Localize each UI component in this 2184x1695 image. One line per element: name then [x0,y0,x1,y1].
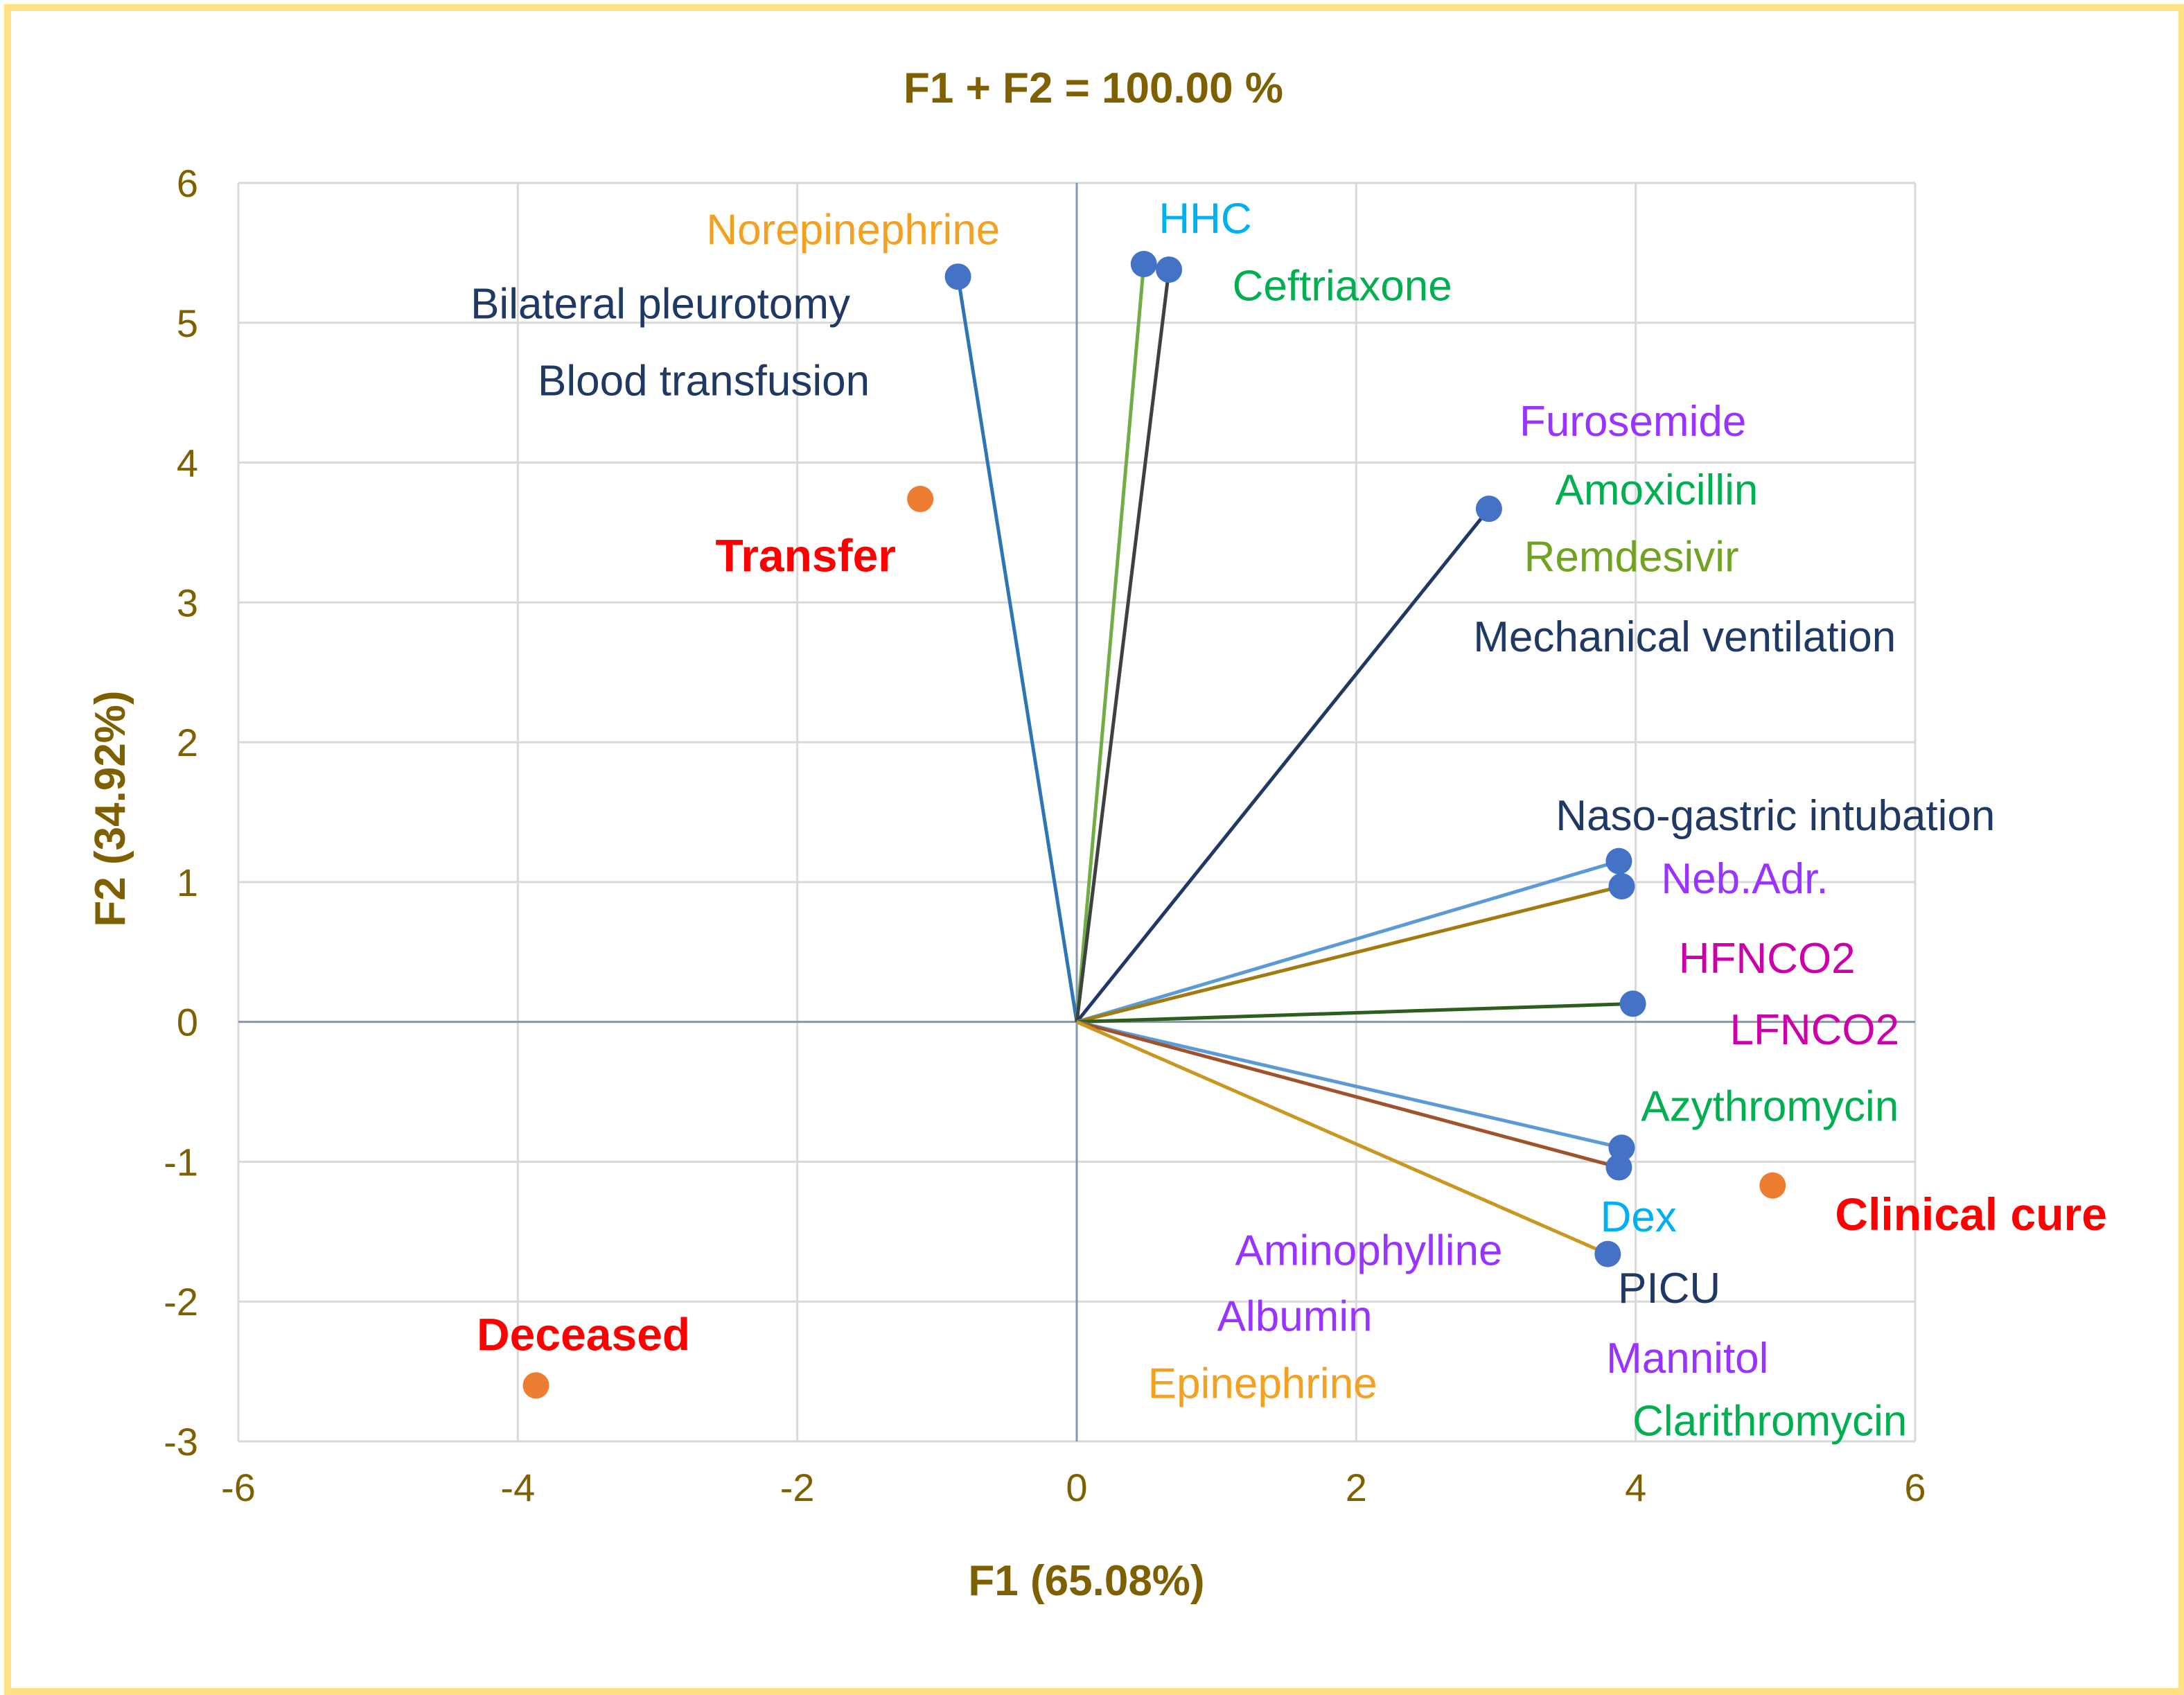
x-tick-label: 4 [1625,1466,1646,1509]
y-tick-label: 0 [177,1001,198,1044]
observation-labels: Transfer Clinical cure Deceased [477,530,2107,1360]
variable-point [1605,1154,1632,1181]
variable-vector [1076,859,1620,1024]
x-tick-label: 2 [1346,1466,1367,1509]
observation-label: Transfer [716,530,896,581]
variable-vector [956,276,1079,1023]
variable-label: PICU [1618,1265,1720,1312]
variable-vectors [956,263,1633,1256]
x-tick-label: -6 [221,1466,256,1509]
x-axis-label: F1 (65.08%) [968,1557,1204,1605]
observation-point [522,1372,549,1399]
variable-vector [1076,1001,1633,1024]
y-tick-label: -1 [164,1140,198,1184]
variable-label: HFNCO2 [1679,935,1856,983]
observation-label: Deceased [477,1309,690,1360]
variable-label: Blood transfusion [538,358,870,405]
variable-vector [1076,1020,1623,1150]
variable-vector [1076,1020,1620,1169]
variable-point [1594,1240,1621,1267]
chart-frame [4,4,2184,1695]
x-tick-label: 6 [1904,1466,1926,1509]
variable-label: Amoxicillin [1555,466,1758,514]
variable-label: Dex [1601,1193,1677,1241]
observation-point [907,486,934,513]
variable-label: Neb.Adr. [1661,855,1828,903]
variable-point [1608,872,1635,899]
variable-vector [1076,884,1623,1024]
variable-label: Norepinephrine [706,207,1000,254]
variable-label: Furosemide [1520,398,1746,446]
variable-point [1619,990,1646,1017]
variable-label: Naso-gastric intubation [1556,792,1995,840]
variable-label: Remdesivir [1524,534,1739,581]
y-tick-label: 1 [177,861,198,904]
variable-label: Clarithromycin [1632,1398,1907,1446]
observation-points [522,486,1786,1399]
variable-vector [1075,507,1490,1024]
x-tick-label: -4 [500,1466,535,1509]
variable-label: LFNCO2 [1729,1006,1899,1054]
variable-label: HHC [1159,195,1251,243]
y-tick-labels: -3 -2 -1 0 1 2 3 4 5 6 [164,161,198,1464]
variable-vector [1075,1020,1609,1256]
y-tick-label: -2 [164,1280,198,1324]
variable-label: Mannitol [1606,1335,1768,1382]
variable-label: Mechanical ventilation [1473,613,1896,661]
variable-label: Bilateral pleurotomy [470,281,850,328]
x-tick-labels: -6 -4 -2 0 2 4 6 [221,1466,1926,1509]
variable-labels: Norepinephrine Bilateral pleurotomy Blood … [470,195,1995,1445]
y-tick-label: 2 [177,721,198,764]
observation-label: Clinical cure [1835,1188,2107,1240]
variable-label: Epinephrine [1148,1360,1377,1407]
y-tick-label: -3 [164,1420,198,1464]
y-tick-label: 3 [177,581,198,624]
observation-point [1759,1172,1786,1199]
x-tick-label: 0 [1066,1466,1087,1509]
variable-label: Albumin [1217,1292,1373,1340]
variable-vector [1075,263,1146,1022]
variable-point [1475,495,1502,522]
variable-point [1605,847,1632,875]
variable-label: Ceftriaxone [1233,262,1452,310]
y-axis-label: F2 (34.92%) [87,690,134,926]
variable-label: Azythromycin [1641,1083,1899,1131]
variable-vector [1075,269,1171,1022]
x-tick-label: -2 [780,1466,815,1509]
variable-points [944,251,1646,1267]
variable-point [1608,1134,1635,1161]
chart-title: F1 + F2 = 100.00 % [904,64,1283,112]
variable-point [1156,256,1183,283]
y-tick-label: 5 [177,301,198,345]
y-tick-label: 4 [177,441,198,485]
variable-label: Aminophylline [1235,1227,1502,1275]
y-tick-label: 6 [177,161,198,205]
variable-point [1130,251,1157,278]
variable-point [944,263,971,290]
